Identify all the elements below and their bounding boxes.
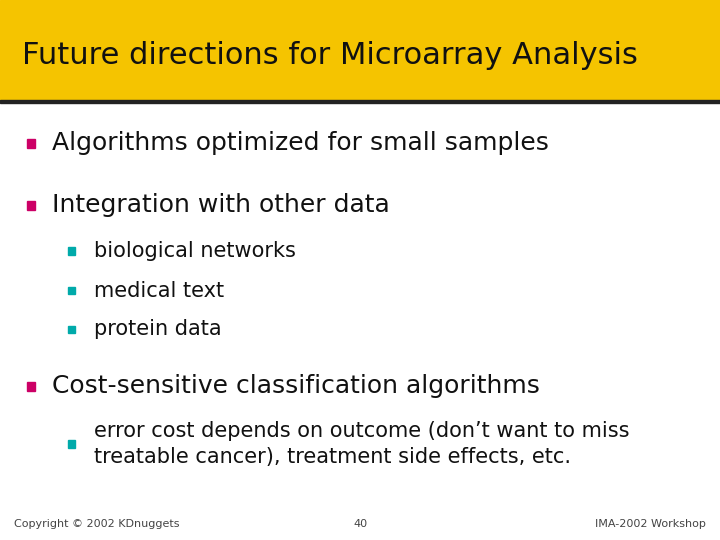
Bar [0,0,720,100]
Bar [0,100,720,103]
Bar [68,287,75,294]
Text: medical text: medical text [94,280,224,301]
Text: Algorithms optimized for small samples: Algorithms optimized for small samples [52,131,549,155]
Text: protein data: protein data [94,319,221,340]
Text: Cost-sensitive classification algorithms: Cost-sensitive classification algorithms [52,374,540,398]
Text: 40: 40 [353,519,367,529]
Bar [68,247,75,255]
Text: Copyright © 2002 KDnuggets: Copyright © 2002 KDnuggets [14,519,180,529]
Bar [68,440,75,448]
Text: biological networks: biological networks [94,241,295,261]
Text: Future directions for Microarray Analysis: Future directions for Microarray Analysi… [22,41,637,70]
Text: error cost depends on outcome (don’t want to miss
treatable cancer), treatment s: error cost depends on outcome (don’t wan… [94,421,629,467]
Bar [27,139,35,147]
Text: IMA-2002 Workshop: IMA-2002 Workshop [595,519,706,529]
Bar [27,382,35,390]
Bar [27,201,35,210]
Bar [68,326,75,333]
Text: Integration with other data: Integration with other data [52,193,390,217]
